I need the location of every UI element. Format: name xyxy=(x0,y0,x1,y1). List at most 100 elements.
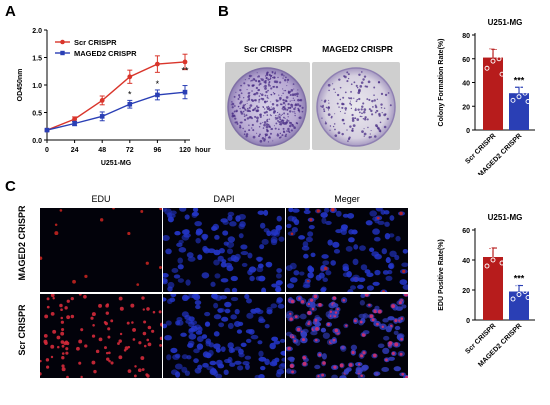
colony-dot xyxy=(329,125,332,127)
nucleus-blob xyxy=(401,304,407,309)
edu-signal xyxy=(105,351,109,355)
nucleus-blob xyxy=(327,239,333,246)
colony-dot xyxy=(276,111,279,114)
colony-dot xyxy=(346,71,349,74)
nucleus-blob xyxy=(163,208,167,212)
nucleus-blob xyxy=(227,322,234,330)
nucleus-blob xyxy=(255,276,262,281)
colony-dot xyxy=(279,118,282,121)
colony-dot xyxy=(242,106,245,109)
edu-signal xyxy=(132,327,137,332)
nucleus-blob xyxy=(228,346,234,354)
colony-dot xyxy=(351,129,353,131)
nucleus-blob xyxy=(187,340,195,346)
colony-dot xyxy=(361,130,364,134)
nucleus-blob xyxy=(257,263,264,269)
nucleus-blob xyxy=(178,247,187,253)
y-tick-label: 40 xyxy=(462,258,470,265)
column-header-edu: EDU xyxy=(91,194,111,204)
colony-dot xyxy=(256,119,259,121)
colony-dot xyxy=(283,79,287,82)
colony-dot xyxy=(327,106,330,109)
micrograph-scr-dapi xyxy=(163,294,285,378)
colony-dot xyxy=(258,126,261,128)
colony-dot xyxy=(248,129,251,132)
nucleus-blob xyxy=(173,274,181,279)
colony-dot xyxy=(346,80,349,83)
colony-dot xyxy=(334,134,338,137)
nucleus-blob xyxy=(359,300,365,306)
nucleus-blob xyxy=(190,325,198,332)
nucleus-blob xyxy=(188,316,195,322)
colony-dot xyxy=(248,77,250,80)
nucleus-blob xyxy=(266,309,273,315)
colony-dot xyxy=(261,78,264,82)
y-tick-label: 0 xyxy=(466,128,470,135)
data-point-square xyxy=(99,114,105,119)
colony-dot xyxy=(239,108,241,110)
nucleus-blob xyxy=(307,231,314,237)
colony-dot xyxy=(272,107,275,110)
edu-signal xyxy=(345,324,348,327)
nucleus-blob xyxy=(227,356,233,364)
colony-dot xyxy=(239,89,242,92)
nucleus-blob xyxy=(276,368,285,375)
colony-dot xyxy=(262,106,265,109)
nucleus-blob xyxy=(384,221,390,227)
nucleus-blob xyxy=(240,250,249,256)
replicate-point xyxy=(510,97,516,103)
colony-dot xyxy=(281,107,284,110)
nucleus-blob xyxy=(388,262,395,270)
colony-dot xyxy=(264,133,267,136)
edu-signal xyxy=(289,364,294,368)
nucleus-blob xyxy=(277,303,285,309)
colony-dot xyxy=(266,114,269,116)
colony-dot xyxy=(290,103,292,105)
nucleus-blob xyxy=(308,225,315,230)
nucleus-blob xyxy=(246,312,254,319)
nucleus-blob xyxy=(372,228,380,235)
edu-signal xyxy=(52,329,57,334)
colony-dot xyxy=(321,117,323,119)
colony-dot xyxy=(347,137,351,141)
edu-signal xyxy=(66,375,69,378)
colony-dot xyxy=(370,130,372,132)
edu-signal xyxy=(329,310,333,314)
replicate-point xyxy=(490,257,496,263)
colony-dot xyxy=(270,106,272,108)
edu-signal xyxy=(126,321,130,325)
nucleus-blob xyxy=(245,338,252,343)
nucleus-blob xyxy=(197,364,203,370)
colony-dot xyxy=(320,105,322,107)
colony-dot xyxy=(265,123,269,127)
colony-dot xyxy=(263,139,266,142)
data-point-square xyxy=(182,89,188,95)
edu-signal xyxy=(302,361,307,366)
colony-dot xyxy=(287,102,290,106)
replicate-point xyxy=(519,280,525,285)
edu-signal xyxy=(405,375,408,378)
x-category-label: MAGED2 CRISPR xyxy=(477,322,523,368)
nucleus-blob xyxy=(165,248,172,255)
nucleus-blob xyxy=(256,309,264,315)
edu-signal xyxy=(52,297,55,300)
colony-dot xyxy=(256,120,259,123)
nucleus-blob xyxy=(195,228,203,235)
colony-dot xyxy=(384,93,388,97)
nucleus-blob xyxy=(394,325,401,331)
nucleus-blob xyxy=(303,281,311,287)
colony-dot xyxy=(289,106,292,109)
colony-dot xyxy=(291,99,293,102)
edu-signal xyxy=(362,351,366,355)
colony-dot xyxy=(257,88,261,92)
colony-dot xyxy=(265,110,268,114)
edu-signal xyxy=(147,325,152,330)
colony-dot xyxy=(354,117,357,119)
colony-dot xyxy=(278,116,281,119)
edu-signal xyxy=(61,344,65,348)
colony-dot xyxy=(361,71,363,73)
colony-dot xyxy=(246,107,249,109)
nucleus-blob xyxy=(171,268,179,274)
colony-dot xyxy=(383,125,387,129)
colony-dot xyxy=(248,124,250,127)
